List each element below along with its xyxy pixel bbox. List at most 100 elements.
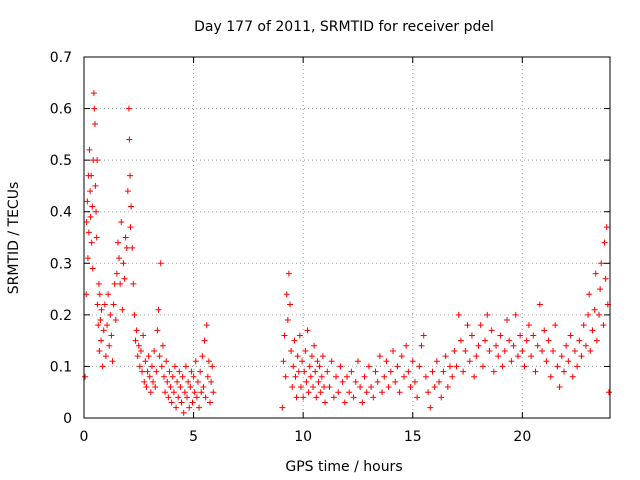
data-point xyxy=(451,347,458,354)
data-point xyxy=(585,311,592,318)
data-point xyxy=(210,389,217,396)
data-point xyxy=(447,363,454,370)
data-point xyxy=(205,358,212,365)
data-point xyxy=(427,404,434,411)
data-point xyxy=(90,90,97,97)
data-point xyxy=(449,373,456,380)
data-point xyxy=(87,188,94,195)
data-point xyxy=(405,368,412,375)
data-point xyxy=(344,373,350,380)
data-point xyxy=(294,353,301,360)
data-point xyxy=(95,280,102,287)
plot-frame xyxy=(83,56,611,419)
data-point xyxy=(91,121,98,128)
data-point xyxy=(580,322,587,329)
data-point xyxy=(390,347,397,354)
data-point xyxy=(140,332,147,339)
data-point xyxy=(208,378,215,385)
data-point xyxy=(510,342,517,349)
data-point xyxy=(359,399,366,406)
data-point xyxy=(314,358,321,365)
data-point xyxy=(148,363,155,370)
data-point xyxy=(414,394,421,401)
data-point xyxy=(118,219,125,226)
axis-ticks: 0 0.1 0.2 0.3 0.4 0.5 0.6 0.7 0 5 10 15 20 xyxy=(50,50,610,445)
data-point xyxy=(322,399,329,406)
data-point xyxy=(177,384,184,391)
data-point xyxy=(180,409,187,416)
data-point xyxy=(541,327,548,334)
y-axis-label: SRMTID / TECUs xyxy=(6,182,22,295)
data-point xyxy=(534,342,541,349)
data-point xyxy=(497,332,504,339)
data-point xyxy=(379,389,386,396)
data-point xyxy=(394,363,401,370)
data-point xyxy=(381,373,388,380)
data-point xyxy=(567,332,574,339)
x-tick-label: 15 xyxy=(404,429,422,445)
data-point xyxy=(301,368,308,375)
data-point xyxy=(95,322,102,329)
data-point xyxy=(418,342,425,349)
data-point xyxy=(151,347,158,354)
data-point xyxy=(602,275,609,282)
data-point xyxy=(315,378,322,385)
y-tick-label: 0.3 xyxy=(50,256,72,272)
data-point xyxy=(86,146,93,153)
data-point xyxy=(279,404,286,411)
data-point xyxy=(536,301,543,308)
data-point xyxy=(501,347,508,354)
data-point xyxy=(288,347,295,354)
data-point xyxy=(130,280,137,287)
data-point xyxy=(514,353,521,360)
data-point xyxy=(111,280,118,287)
data-point xyxy=(348,368,355,375)
data-point xyxy=(83,219,90,226)
data-point xyxy=(318,373,325,380)
data-point xyxy=(320,384,327,391)
data-point xyxy=(400,373,407,380)
data-point xyxy=(281,332,288,339)
data-point xyxy=(508,358,515,365)
data-point xyxy=(587,347,594,354)
data-point xyxy=(596,311,603,318)
data-point xyxy=(182,363,189,370)
data-point xyxy=(422,373,429,380)
data-point xyxy=(306,363,313,370)
data-point xyxy=(601,239,608,246)
data-point xyxy=(316,363,323,370)
data-point xyxy=(525,322,532,329)
data-point xyxy=(600,322,607,329)
data-point xyxy=(157,260,164,267)
data-point xyxy=(192,358,199,365)
data-point xyxy=(143,384,150,391)
data-point xyxy=(571,347,578,354)
data-point xyxy=(119,306,126,313)
data-point xyxy=(96,347,103,354)
data-point xyxy=(591,306,598,313)
data-point xyxy=(370,394,377,401)
data-point xyxy=(187,384,194,391)
data-point xyxy=(488,327,495,334)
data-point xyxy=(197,368,204,375)
data-point xyxy=(137,347,144,354)
data-point xyxy=(605,389,612,396)
data-point xyxy=(365,363,372,370)
data-point xyxy=(311,342,318,349)
data-point xyxy=(337,363,344,370)
data-point xyxy=(113,270,120,277)
data-point xyxy=(313,394,320,401)
x-tick-label: 0 xyxy=(80,429,89,445)
data-point xyxy=(317,389,324,396)
data-point xyxy=(296,332,303,339)
data-point xyxy=(102,353,109,360)
data-point xyxy=(100,327,107,334)
data-point xyxy=(125,105,132,112)
data-point xyxy=(352,378,359,385)
y-tick-label: 0.2 xyxy=(50,308,72,324)
data-point xyxy=(554,363,561,370)
data-point xyxy=(558,353,565,360)
data-point xyxy=(171,363,178,370)
data-point xyxy=(135,342,142,349)
data-point xyxy=(196,404,203,411)
